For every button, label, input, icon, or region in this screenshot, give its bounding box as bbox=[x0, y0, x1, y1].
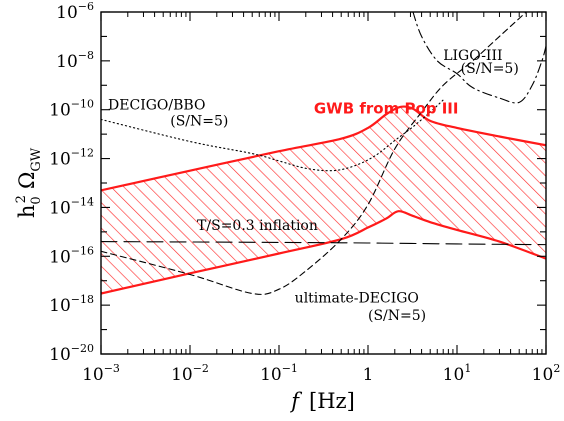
y-tick-label: 10−10 bbox=[49, 98, 94, 121]
x-tick-label: 10−3 bbox=[82, 362, 120, 385]
series-line-decigo-bbo bbox=[101, 99, 444, 172]
annotation-udecigo: ultimate-DECIGO bbox=[295, 290, 419, 306]
annotation-decigo: DECIGO/BBO bbox=[108, 98, 205, 114]
y-axis-label-h: h bbox=[15, 205, 39, 219]
x-axis-title: f [Hz] bbox=[289, 389, 355, 413]
y-tick-label: 10−6 bbox=[56, 0, 94, 23]
annotation-ligo: LIGO-III bbox=[443, 48, 502, 64]
series-line-t-s-0-3-inflation bbox=[101, 241, 546, 246]
y-tick-label: 10−18 bbox=[49, 293, 94, 316]
series-line-ultimate-decigo bbox=[101, 12, 527, 295]
y-axis-label-sub: GW bbox=[29, 147, 44, 171]
y-axis-title: h02 ΩGW bbox=[14, 147, 44, 218]
y-axis-label-sup2: 2 bbox=[14, 195, 29, 203]
annotation-gwb: GWB from Pop III bbox=[314, 99, 459, 117]
tick-marks bbox=[100, 11, 547, 355]
series-layer bbox=[101, 12, 546, 295]
x-tick-label: 10−2 bbox=[171, 362, 209, 385]
annotation-ligo-sn: (S/N=5) bbox=[461, 61, 519, 77]
x-tick-label: 1 bbox=[363, 365, 374, 385]
x-tick-labels: 10−3 10−2 10−1 1 101 102 bbox=[82, 362, 560, 385]
band-layer bbox=[101, 105, 546, 295]
y-axis-label-omega: Ω bbox=[15, 172, 39, 189]
x-tick-label: 10−1 bbox=[260, 362, 298, 385]
annotation-udecigo-sn: (S/N=5) bbox=[368, 308, 426, 324]
y-tick-label: 10−16 bbox=[49, 244, 94, 267]
y-tick-labels: 10−6 10−8 10−10 10−12 10−14 10−16 10−18 10−20 bbox=[49, 0, 94, 365]
y-tick-label: 10−20 bbox=[49, 342, 94, 365]
band-lower-gwb-from-pop-iii bbox=[101, 210, 546, 295]
band-upper-gwb-from-pop-iii bbox=[101, 105, 546, 192]
x-tick-label: 102 bbox=[532, 362, 561, 385]
x-axis-label-main: f bbox=[289, 389, 302, 413]
series-line-ligo-iii bbox=[412, 12, 546, 104]
x-tick-label: 101 bbox=[443, 362, 472, 385]
annotation-decigo-sn: (S/N=5) bbox=[170, 113, 228, 129]
y-axis-label-sub0: 0 bbox=[29, 196, 44, 204]
y-tick-label: 10−12 bbox=[49, 147, 94, 170]
band-fill-gwb-from-pop-iii bbox=[101, 106, 546, 294]
annotation-inflation: T/S=0.3 inflation bbox=[197, 218, 318, 234]
y-tick-label: 10−14 bbox=[49, 195, 94, 218]
x-axis-label-unit: [Hz] bbox=[309, 389, 355, 413]
y-tick-label: 10−8 bbox=[56, 49, 94, 72]
annotations: GWB from Pop IIIDECIGO/BBO(S/N=5)LIGO-II… bbox=[108, 48, 519, 324]
